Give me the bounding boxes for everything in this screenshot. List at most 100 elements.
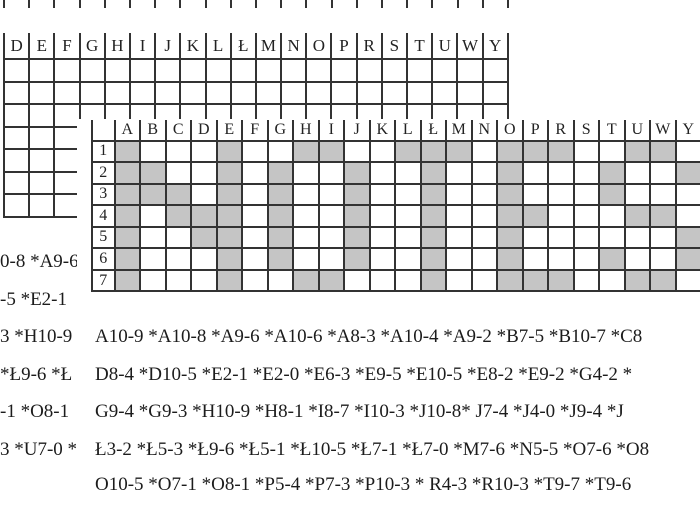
grid-cell bbox=[380, 82, 406, 106]
grid-cell bbox=[266, 227, 292, 250]
grid-cell bbox=[330, 60, 356, 83]
grid-cell bbox=[649, 206, 675, 228]
column-header-H: H bbox=[292, 120, 318, 140]
grid-cell bbox=[343, 184, 369, 207]
column-header-O: O bbox=[496, 120, 522, 140]
grid-cell bbox=[598, 184, 624, 207]
grid-cell bbox=[343, 163, 369, 185]
grid-cell bbox=[128, 82, 155, 106]
grid-cell bbox=[456, 82, 482, 106]
grid-cell bbox=[317, 270, 343, 293]
grid-cell bbox=[292, 206, 318, 228]
grid-cell bbox=[521, 249, 547, 271]
grid-cell bbox=[179, 60, 205, 83]
grid-cell bbox=[649, 249, 675, 271]
grid-cell bbox=[280, 82, 306, 106]
grid-cell bbox=[572, 163, 598, 185]
grid-cell bbox=[292, 184, 318, 207]
grid-cell bbox=[190, 163, 216, 185]
grid-cell bbox=[521, 270, 547, 293]
grid-cell bbox=[394, 206, 420, 228]
grid-cell bbox=[53, 150, 79, 173]
grid-cell bbox=[521, 206, 547, 228]
grid-cell bbox=[305, 82, 331, 106]
row-number-cell: 2 bbox=[91, 163, 114, 185]
clue-fragment: 3 *U7-0 * bbox=[0, 438, 78, 460]
grid-cell bbox=[154, 82, 180, 106]
grid-cell bbox=[266, 206, 292, 228]
grid-cell bbox=[496, 163, 522, 185]
grid-cell bbox=[368, 227, 394, 250]
grid-cell bbox=[139, 206, 165, 228]
grid-cell bbox=[496, 249, 522, 271]
clue-fragment: 3 *H10-9 bbox=[0, 326, 73, 347]
grid-cell bbox=[3, 195, 29, 218]
column-header-M: M bbox=[445, 120, 471, 140]
tick-mark bbox=[255, 0, 257, 8]
grid-cell bbox=[190, 141, 216, 164]
grid-cell bbox=[164, 227, 190, 250]
background-grid-tick-marks bbox=[3, 0, 509, 8]
grid-cell bbox=[292, 163, 318, 185]
grid-cell bbox=[674, 249, 700, 271]
grid-cell bbox=[3, 127, 29, 151]
grid-cell bbox=[113, 184, 139, 207]
grid-cell bbox=[368, 163, 394, 185]
column-header-T: T bbox=[598, 120, 624, 140]
grid-cell bbox=[164, 163, 190, 185]
tick-mark bbox=[179, 0, 182, 8]
column-header-R: R bbox=[355, 33, 381, 58]
grid-cell bbox=[343, 270, 369, 293]
grid-cell bbox=[113, 163, 139, 185]
row-number-cell: 6 bbox=[91, 249, 114, 271]
grid-cell bbox=[674, 270, 700, 293]
grid-cell bbox=[380, 60, 406, 83]
tick-mark bbox=[481, 0, 484, 8]
grid-cell bbox=[215, 184, 241, 207]
grid-cell bbox=[103, 82, 129, 106]
grid-cell bbox=[317, 206, 343, 228]
grid-cell bbox=[3, 105, 29, 128]
grid-cell bbox=[470, 227, 496, 250]
column-header-S: S bbox=[380, 33, 406, 58]
grid-cell bbox=[266, 249, 292, 271]
grid-cell bbox=[445, 270, 471, 293]
tick-mark bbox=[103, 0, 106, 8]
grid-cell bbox=[241, 227, 267, 250]
grid-cell bbox=[241, 249, 267, 271]
grid-cell bbox=[292, 227, 318, 250]
grid-cell bbox=[470, 270, 496, 293]
grid-cell bbox=[496, 227, 522, 250]
grid-cell bbox=[139, 163, 165, 185]
grid-cell bbox=[53, 105, 79, 128]
grid-cell bbox=[598, 163, 624, 185]
grid-cell bbox=[623, 249, 649, 271]
grid-cell bbox=[317, 227, 343, 250]
grid-cell bbox=[28, 60, 54, 83]
column-header-D: D bbox=[190, 120, 216, 140]
column-header-J: J bbox=[154, 33, 179, 58]
tick-mark bbox=[229, 0, 232, 8]
grid-cell bbox=[572, 141, 598, 164]
grid-cell bbox=[547, 249, 573, 271]
grid-cell bbox=[623, 270, 649, 293]
column-header-Y: Y bbox=[674, 120, 700, 140]
grid-cell bbox=[139, 141, 165, 164]
row-number-cell: 4 bbox=[91, 206, 114, 228]
tick-mark bbox=[3, 0, 5, 8]
grid-cell bbox=[572, 227, 598, 250]
grid-cell bbox=[547, 163, 573, 185]
column-header-G: G bbox=[78, 33, 104, 58]
grid-cell bbox=[431, 82, 457, 106]
tick-mark bbox=[78, 0, 81, 8]
grid-cell bbox=[317, 163, 343, 185]
grid-cell bbox=[78, 60, 104, 83]
grid-cell bbox=[419, 227, 445, 250]
grid-cell bbox=[241, 163, 267, 185]
grid-cell bbox=[317, 141, 343, 164]
grid-cell bbox=[674, 141, 700, 164]
grid-cell bbox=[598, 270, 624, 293]
grid-cell bbox=[139, 227, 165, 250]
